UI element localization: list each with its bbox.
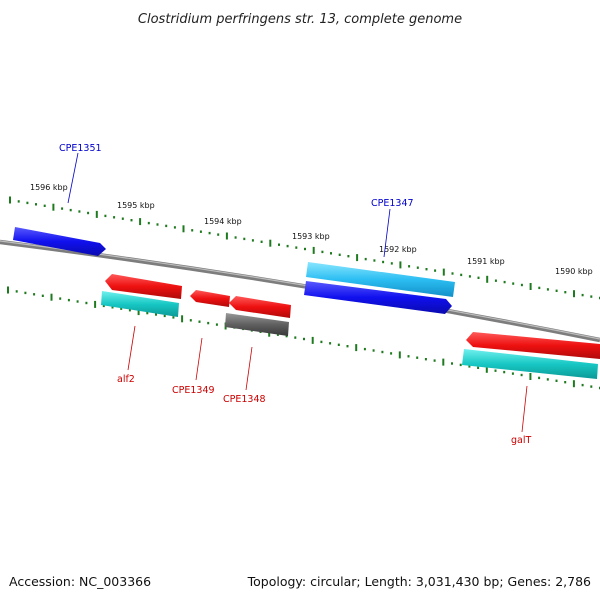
scale-labels: 1596 kbp 1595 kbp 1594 kbp 1593 kbp 1592…: [30, 183, 593, 276]
genome-backbone: [0, 239, 600, 343]
accession-text: Accession: NC_003366: [9, 574, 152, 589]
gene-alf2[interactable]: alf2: [101, 274, 182, 385]
gene-CPE1349-arrow[interactable]: [190, 290, 230, 307]
scale-label-1596: 1596 kbp: [30, 183, 68, 192]
gene-galT-leader: [521, 385, 528, 433]
gene-CPE1351[interactable]: CPE1351: [13, 143, 106, 256]
genome-summary-text: Topology: circular; Length: 3,031,430 bp…: [247, 574, 591, 589]
map-title: Clostridium perfringens str. 13, complet…: [138, 12, 462, 27]
gene-CPE1351-label[interactable]: CPE1351: [59, 143, 102, 154]
gene-CPE1348-leader: [245, 346, 253, 391]
gene-galT-arrow[interactable]: [466, 332, 600, 359]
scale-label-1595: 1595 kbp: [117, 201, 155, 210]
cds-galT-cyan[interactable]: [462, 349, 598, 379]
scale-label-1593: 1593 kbp: [292, 232, 330, 241]
gene-alf2-leader: [127, 325, 136, 371]
gene-alf2-arrow[interactable]: [105, 274, 182, 299]
gene-CPE1349[interactable]: CPE1349: [172, 290, 230, 396]
gene-CPE1348[interactable]: CPE1348: [223, 296, 291, 405]
gene-CPE1349-label[interactable]: CPE1349: [172, 385, 215, 396]
scale-label-1590: 1590 kbp: [555, 267, 593, 276]
gene-CPE1347-arrow[interactable]: [304, 281, 452, 314]
gene-CPE1351-arrow[interactable]: [13, 227, 106, 256]
scale-label-1591: 1591 kbp: [467, 257, 505, 266]
gene-CPE1348-arrow[interactable]: [229, 296, 291, 318]
gene-galT[interactable]: galT: [462, 332, 600, 446]
gene-galT-label[interactable]: galT: [511, 435, 531, 446]
cds-CPE1347-sky[interactable]: [306, 262, 455, 297]
scale-label-1594: 1594 kbp: [204, 217, 242, 226]
gene-CPE1348-label[interactable]: CPE1348: [223, 394, 266, 405]
gene-CPE1351-leader: [67, 152, 79, 204]
gene-CPE1347[interactable]: CPE1347: [304, 198, 455, 314]
gene-CPE1347-leader: [383, 208, 391, 258]
scale-ticks: [7, 196, 600, 390]
scale-label-1592: 1592 kbp: [379, 245, 417, 254]
gene-CPE1347-label[interactable]: CPE1347: [371, 198, 414, 209]
gene-alf2-label[interactable]: alf2: [117, 374, 135, 385]
pseudo-CPE1348-gray[interactable]: [225, 313, 289, 336]
cds-alf2-cyan[interactable]: [101, 291, 179, 317]
gene-CPE1349-leader: [195, 337, 203, 381]
